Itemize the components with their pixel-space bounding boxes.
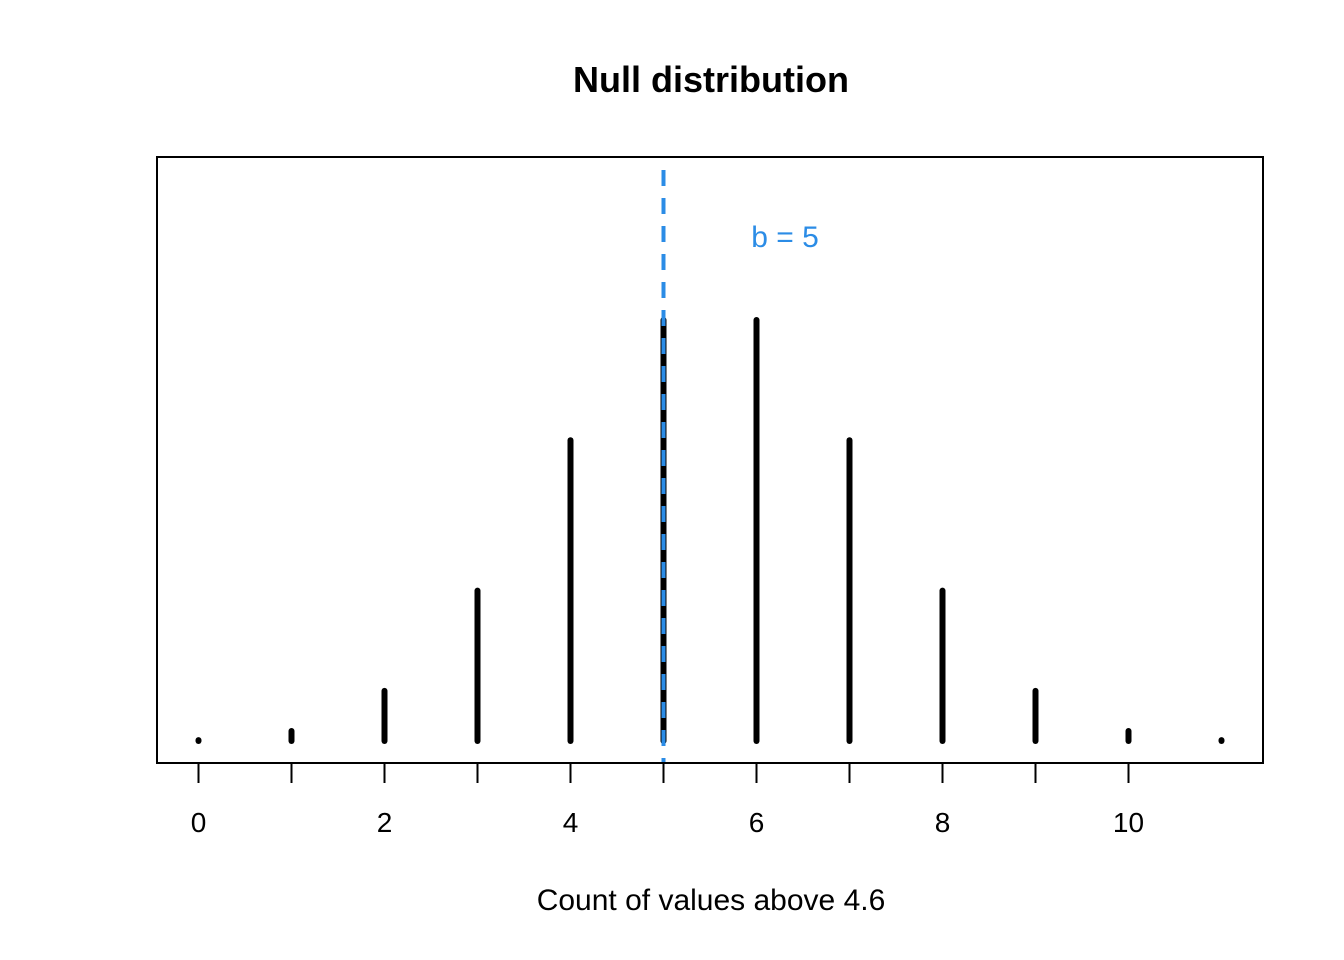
x-tick-label-6: 6 (749, 807, 765, 838)
chart-title: Null distribution (573, 59, 849, 100)
x-tick-label-4: 4 (563, 807, 579, 838)
x-axis-label: Count of values above 4.6 (537, 884, 886, 917)
bar-group (195, 317, 1225, 744)
x-tick-label-2: 2 (377, 807, 393, 838)
x-axis: 0 2 4 6 8 10 (191, 762, 1144, 838)
x-tick-label-8: 8 (935, 807, 951, 838)
x-tick-label-10: 10 (1113, 807, 1144, 838)
x-tick-label-0: 0 (191, 807, 207, 838)
reference-line-label: b = 5 (751, 221, 819, 254)
plot-frame (156, 156, 1264, 764)
